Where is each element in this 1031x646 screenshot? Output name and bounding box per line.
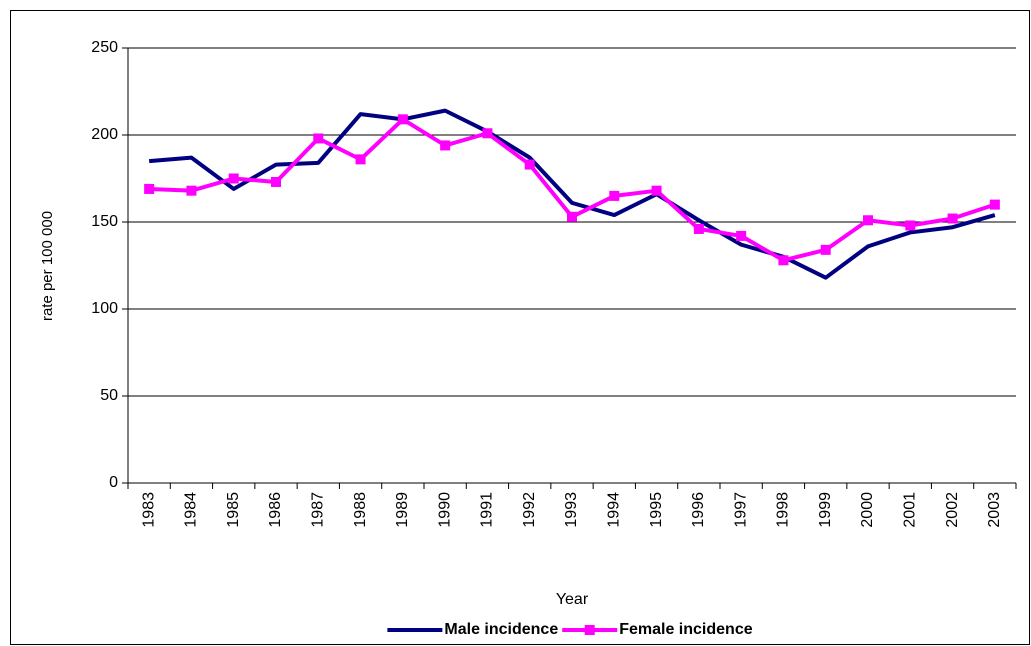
x-tick-label: 2000 bbox=[859, 492, 876, 528]
x-axis-label: Year bbox=[556, 591, 589, 608]
series-marker bbox=[313, 133, 324, 144]
legend-marker bbox=[584, 625, 595, 635]
x-tick-label: 1983 bbox=[140, 492, 157, 528]
series-marker bbox=[989, 199, 1000, 210]
x-tick-label: 1994 bbox=[606, 492, 623, 528]
series-marker bbox=[271, 176, 281, 187]
series-marker bbox=[905, 220, 916, 231]
series-marker bbox=[567, 211, 577, 222]
y-tick-label: 50 bbox=[100, 387, 118, 404]
series-marker bbox=[144, 183, 155, 194]
x-tick-label: 2002 bbox=[944, 492, 961, 528]
y-tick-label: 200 bbox=[91, 126, 118, 143]
x-tick-label: 2003 bbox=[986, 492, 1003, 528]
x-tick-label: 1985 bbox=[225, 492, 242, 528]
series-marker bbox=[778, 255, 789, 266]
series-marker bbox=[524, 159, 535, 170]
series-marker bbox=[863, 215, 873, 226]
x-tick-label: 1989 bbox=[394, 492, 411, 528]
series-marker bbox=[651, 185, 662, 196]
y-axis-label: rate per 100 000 bbox=[39, 211, 56, 321]
series-marker bbox=[397, 114, 408, 125]
x-tick-label: 1988 bbox=[352, 492, 369, 528]
series-marker bbox=[693, 223, 704, 234]
series-marker bbox=[482, 128, 493, 139]
y-tick-label: 0 bbox=[109, 474, 118, 491]
x-tick-label: 1986 bbox=[267, 492, 284, 528]
x-tick-label: 1998 bbox=[775, 492, 792, 528]
series-marker bbox=[609, 190, 620, 201]
x-tick-label: 1997 bbox=[732, 492, 749, 528]
x-tick-label: 2001 bbox=[902, 492, 919, 528]
x-tick-label: 1995 bbox=[648, 492, 665, 528]
y-tick-label: 100 bbox=[91, 300, 118, 317]
y-tick-label: 150 bbox=[91, 213, 118, 230]
legend-label: Male incidence bbox=[444, 621, 558, 638]
legend-label: Female incidence bbox=[619, 621, 752, 638]
series-marker bbox=[440, 140, 451, 151]
series-marker bbox=[947, 213, 958, 224]
x-tick-label: 1992 bbox=[521, 492, 538, 528]
chart-border bbox=[10, 10, 1030, 645]
series-line bbox=[148, 108, 996, 280]
series-marker bbox=[820, 244, 831, 255]
series-marker bbox=[186, 185, 197, 196]
series-marker bbox=[355, 154, 366, 165]
x-tick-label: 1996 bbox=[690, 492, 707, 528]
x-tick-label: 1991 bbox=[479, 492, 496, 528]
x-tick-label: 1987 bbox=[310, 492, 327, 528]
series-marker bbox=[736, 230, 747, 241]
legend: Male incidence Female incidence bbox=[387, 621, 753, 638]
x-tick-label: 1993 bbox=[563, 492, 580, 528]
series-marker bbox=[228, 173, 239, 184]
x-tick-label: 1984 bbox=[183, 492, 200, 528]
y-tick-label: 250 bbox=[91, 39, 118, 56]
x-tick-label: 1999 bbox=[817, 492, 834, 528]
x-tick-label: 1990 bbox=[436, 492, 453, 528]
